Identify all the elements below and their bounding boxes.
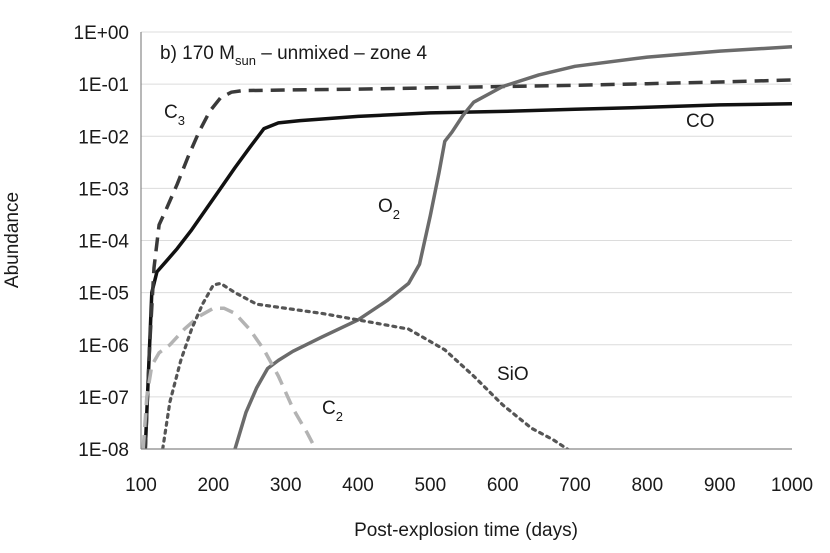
x-tick-label: 300 [270,475,302,496]
series-label-c3: C3 [164,102,185,128]
y-axis-title: Abundance [2,192,23,288]
gridlines [141,31,792,398]
y-tick-label: 1E-08 [78,440,129,461]
x-tick-label: 1000 [771,475,813,496]
y-tick-label: 1E-02 [78,127,129,148]
x-tick-label: 600 [487,475,519,496]
y-tick-label: 1E+00 [74,23,129,44]
y-tick-label: 1E-04 [78,232,129,253]
series-line-o2 [233,45,793,449]
series-line-c3 [143,78,793,449]
series-labels: CO C3 O2 C2 SiO [164,102,715,424]
x-tick-label: 100 [125,475,157,496]
series-line-sio [161,281,571,449]
y-tick-label: 1E-05 [78,284,129,305]
x-tick-label: 200 [197,475,229,496]
chart-title: b) 170 Msun – unmixed – zone 4 [160,43,427,68]
x-tick-label: 500 [414,475,446,496]
series-lines [141,45,793,449]
y-tick-label: 1E-07 [78,388,129,409]
y-axis-ticks: 1E-08 1E-07 1E-06 1E-05 1E-04 1E-03 1E-02 1E-01… [74,23,130,461]
x-tick-label: 700 [559,475,591,496]
x-axis-title: Post-explosion time (days) [354,520,578,541]
y-tick-label: 1E-03 [78,179,129,200]
y-tick-label: 1E-06 [78,336,129,357]
series-label-o2: O2 [378,196,400,222]
x-tick-label: 800 [631,475,663,496]
series-line-co [143,102,793,449]
series-label-c2: C2 [322,398,343,424]
series-label-co: CO [686,111,715,132]
series-line-c2 [141,306,318,449]
y-tick-label: 1E-01 [78,75,129,96]
series-label-sio: SiO [497,364,529,385]
x-tick-label: 900 [704,475,736,496]
x-axis-ticks: 100 200 300 400 500 600 700 800 900 1000 [125,475,813,496]
x-tick-label: 400 [342,475,374,496]
